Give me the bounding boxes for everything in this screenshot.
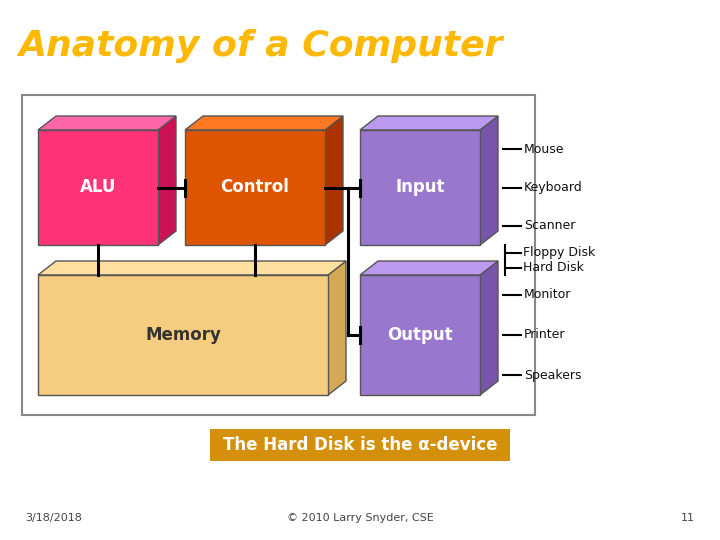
Bar: [22, 95, 535, 415]
Bar: [38, 275, 328, 395]
Bar: [360, 130, 480, 245]
Text: Speakers: Speakers: [524, 368, 582, 381]
Polygon shape: [360, 116, 498, 130]
Polygon shape: [38, 261, 346, 275]
Polygon shape: [38, 116, 176, 130]
Text: Hard Disk: Hard Disk: [523, 261, 584, 274]
Polygon shape: [185, 116, 343, 130]
Text: Output: Output: [387, 326, 453, 344]
Text: Memory: Memory: [145, 326, 221, 344]
Text: Keyboard: Keyboard: [524, 181, 582, 194]
Text: ALU: ALU: [80, 179, 116, 197]
Bar: [360, 275, 480, 395]
Polygon shape: [158, 116, 176, 245]
Text: Anatomy of a Computer: Anatomy of a Computer: [18, 29, 503, 63]
Text: 3/18/2018: 3/18/2018: [25, 513, 82, 523]
Text: Floppy Disk: Floppy Disk: [523, 246, 595, 259]
Text: Input: Input: [395, 179, 445, 197]
Polygon shape: [480, 116, 498, 245]
Text: 11: 11: [681, 513, 695, 523]
Bar: [38, 130, 158, 245]
Text: Mouse: Mouse: [524, 143, 564, 156]
Text: Printer: Printer: [524, 328, 565, 341]
Text: Scanner: Scanner: [524, 219, 575, 232]
Text: The Hard Disk is the α-device: The Hard Disk is the α-device: [222, 436, 498, 454]
Polygon shape: [328, 261, 346, 395]
Bar: [210, 429, 510, 461]
Text: Monitor: Monitor: [524, 288, 572, 301]
Polygon shape: [325, 116, 343, 245]
Bar: [185, 130, 325, 245]
Text: Control: Control: [220, 179, 289, 197]
Text: © 2010 Larry Snyder, CSE: © 2010 Larry Snyder, CSE: [287, 513, 433, 523]
Polygon shape: [480, 261, 498, 395]
Polygon shape: [360, 261, 498, 275]
